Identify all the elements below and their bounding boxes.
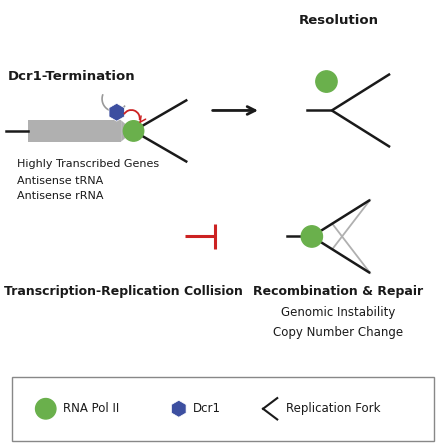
Circle shape	[123, 121, 144, 141]
Bar	[28, 120, 121, 142]
Text: Genomic Instability: Genomic Instability	[281, 306, 396, 319]
Circle shape	[35, 399, 56, 419]
Polygon shape	[121, 120, 134, 142]
Text: RNA Pol II: RNA Pol II	[63, 402, 119, 415]
Text: Antisense tRNA: Antisense tRNA	[17, 176, 103, 186]
Text: Recombination & Repair: Recombination & Repair	[254, 285, 423, 298]
Text: Dcr1: Dcr1	[193, 402, 221, 415]
Circle shape	[316, 71, 337, 92]
Text: Highly Transcribed Genes: Highly Transcribed Genes	[17, 159, 159, 169]
Text: Copy Number Change: Copy Number Change	[273, 326, 404, 339]
Text: Antisense rRNA: Antisense rRNA	[17, 191, 103, 202]
Text: Replication Fork: Replication Fork	[286, 402, 381, 415]
FancyBboxPatch shape	[13, 377, 434, 441]
Circle shape	[301, 226, 323, 247]
Text: Dcr1-Termination: Dcr1-Termination	[8, 70, 136, 83]
Text: Resolution: Resolution	[298, 14, 379, 27]
Text: Transcription-Replication Collision: Transcription-Replication Collision	[4, 285, 242, 298]
